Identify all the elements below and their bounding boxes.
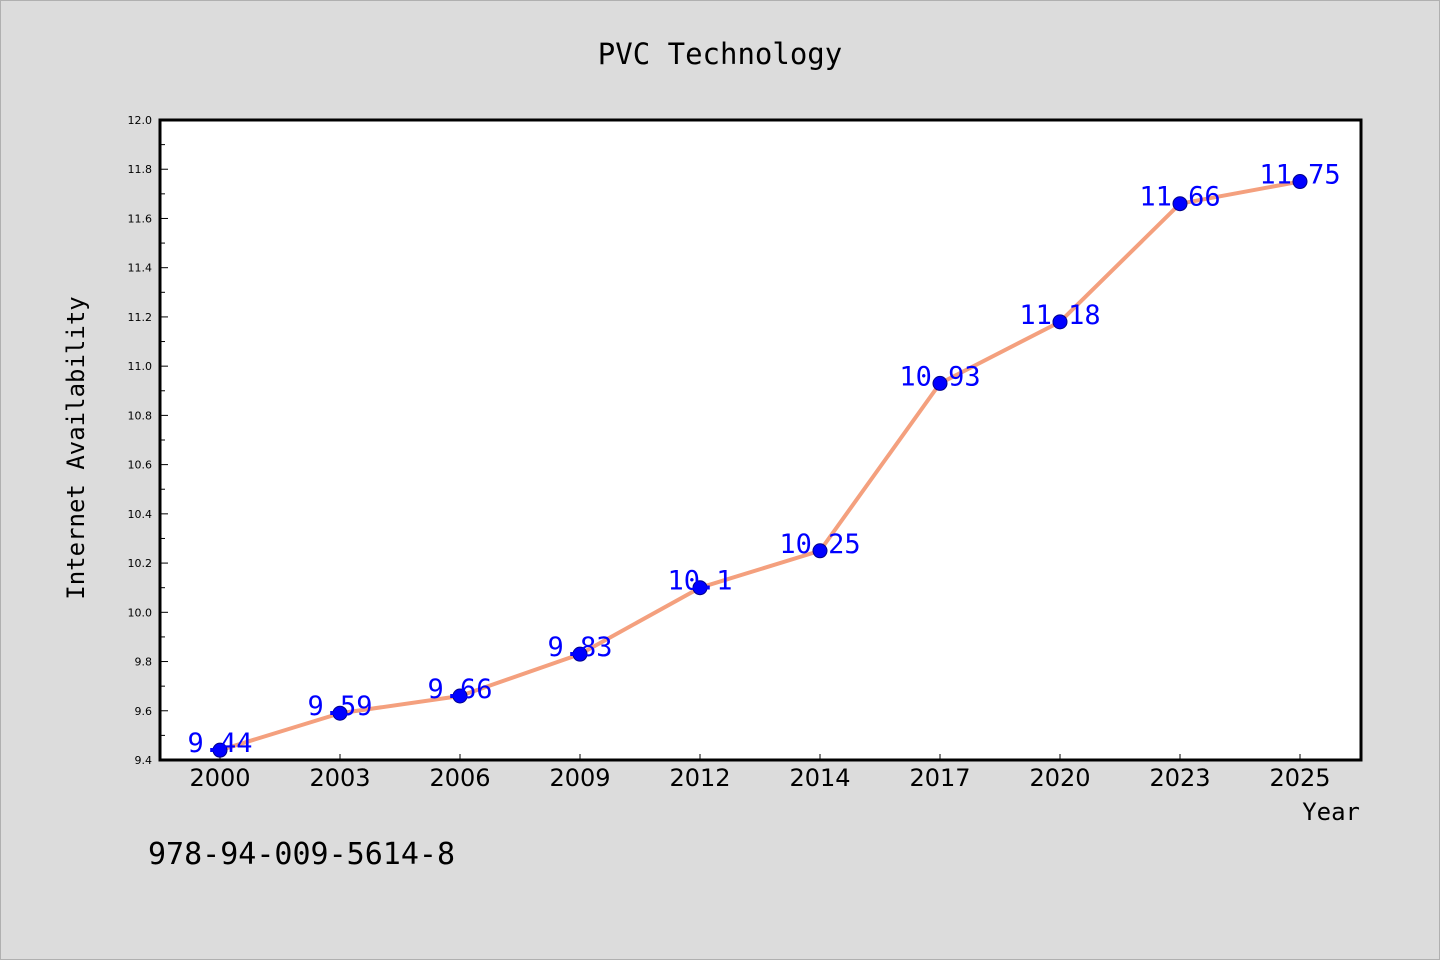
data-point: [332, 705, 348, 721]
data-label: 9.59: [307, 691, 372, 722]
y-tick-label: 11.6: [128, 212, 153, 225]
data-point: [212, 742, 228, 758]
y-tick-label: 10.2: [128, 557, 153, 570]
y-tick-label: 10.4: [128, 508, 153, 521]
y-tick-label: 11.0: [128, 360, 153, 373]
data-point: [812, 543, 828, 559]
data-label: 11.18: [1019, 300, 1100, 331]
data-label: 9.66: [427, 674, 492, 705]
x-axis-label: Year: [1302, 798, 1360, 826]
data-point: [1172, 196, 1188, 212]
data-label: 10.1: [667, 566, 732, 597]
y-tick-label: 9.6: [135, 705, 153, 718]
data-point: [572, 646, 588, 662]
y-tick-label: 12.0: [128, 114, 153, 127]
x-tick-label: 2020: [1029, 764, 1090, 792]
data-label: 10.93: [899, 361, 980, 392]
y-axis-label: Internet Availability: [62, 296, 90, 599]
y-tick-label: 11.2: [128, 311, 153, 324]
y-tick-label: 10.0: [128, 606, 153, 619]
y-tick-label: 11.8: [128, 163, 153, 176]
x-tick-label: 2025: [1269, 764, 1330, 792]
x-axis: 2000 2003 2006 2009 2012 2014 2017 2020 2023 2025: [189, 754, 1331, 792]
data-point: [692, 580, 708, 596]
data-label: 9.83: [547, 632, 612, 663]
x-tick-label: 2006: [429, 764, 490, 792]
isbn-text: 978-94-009-5614-8: [148, 837, 455, 872]
x-tick-label: 2009: [549, 764, 610, 792]
x-tick-label: 2012: [669, 764, 730, 792]
y-tick-label: 11.4: [128, 262, 153, 275]
x-tick-label: 2017: [909, 764, 970, 792]
series-group: 9.44 9.59 9.66 9.83 10.1 10.25 10.93 11.18 11.66…: [187, 160, 1340, 760]
data-point: [932, 375, 948, 391]
x-tick-label: 2003: [309, 764, 370, 792]
y-tick-label: 9.8: [135, 656, 153, 669]
y-axis: 9.4 9.6 9.8 10.0 10.2 10.4 10.6 10.8 11.0 11.2 11.…: [128, 114, 168, 767]
data-point: [1292, 174, 1308, 190]
y-tick-label: 9.4: [135, 754, 153, 767]
plot-area: [158, 118, 1363, 762]
data-label: 11.66: [1139, 182, 1220, 213]
y-tick-label: 10.8: [128, 409, 153, 422]
data-label: 10.25: [779, 529, 860, 560]
data-label: 11.75: [1259, 160, 1340, 191]
data-point: [1052, 314, 1068, 330]
chart-title: PVC Technology: [598, 37, 842, 71]
data-label: 9.44: [187, 728, 252, 759]
series-line: [219, 179, 1301, 753]
y-tick-label: 10.6: [128, 459, 153, 472]
x-tick-label: 2000: [189, 764, 250, 792]
data-point: [452, 688, 468, 704]
x-tick-label: 2014: [789, 764, 850, 792]
x-tick-label: 2023: [1149, 764, 1210, 792]
